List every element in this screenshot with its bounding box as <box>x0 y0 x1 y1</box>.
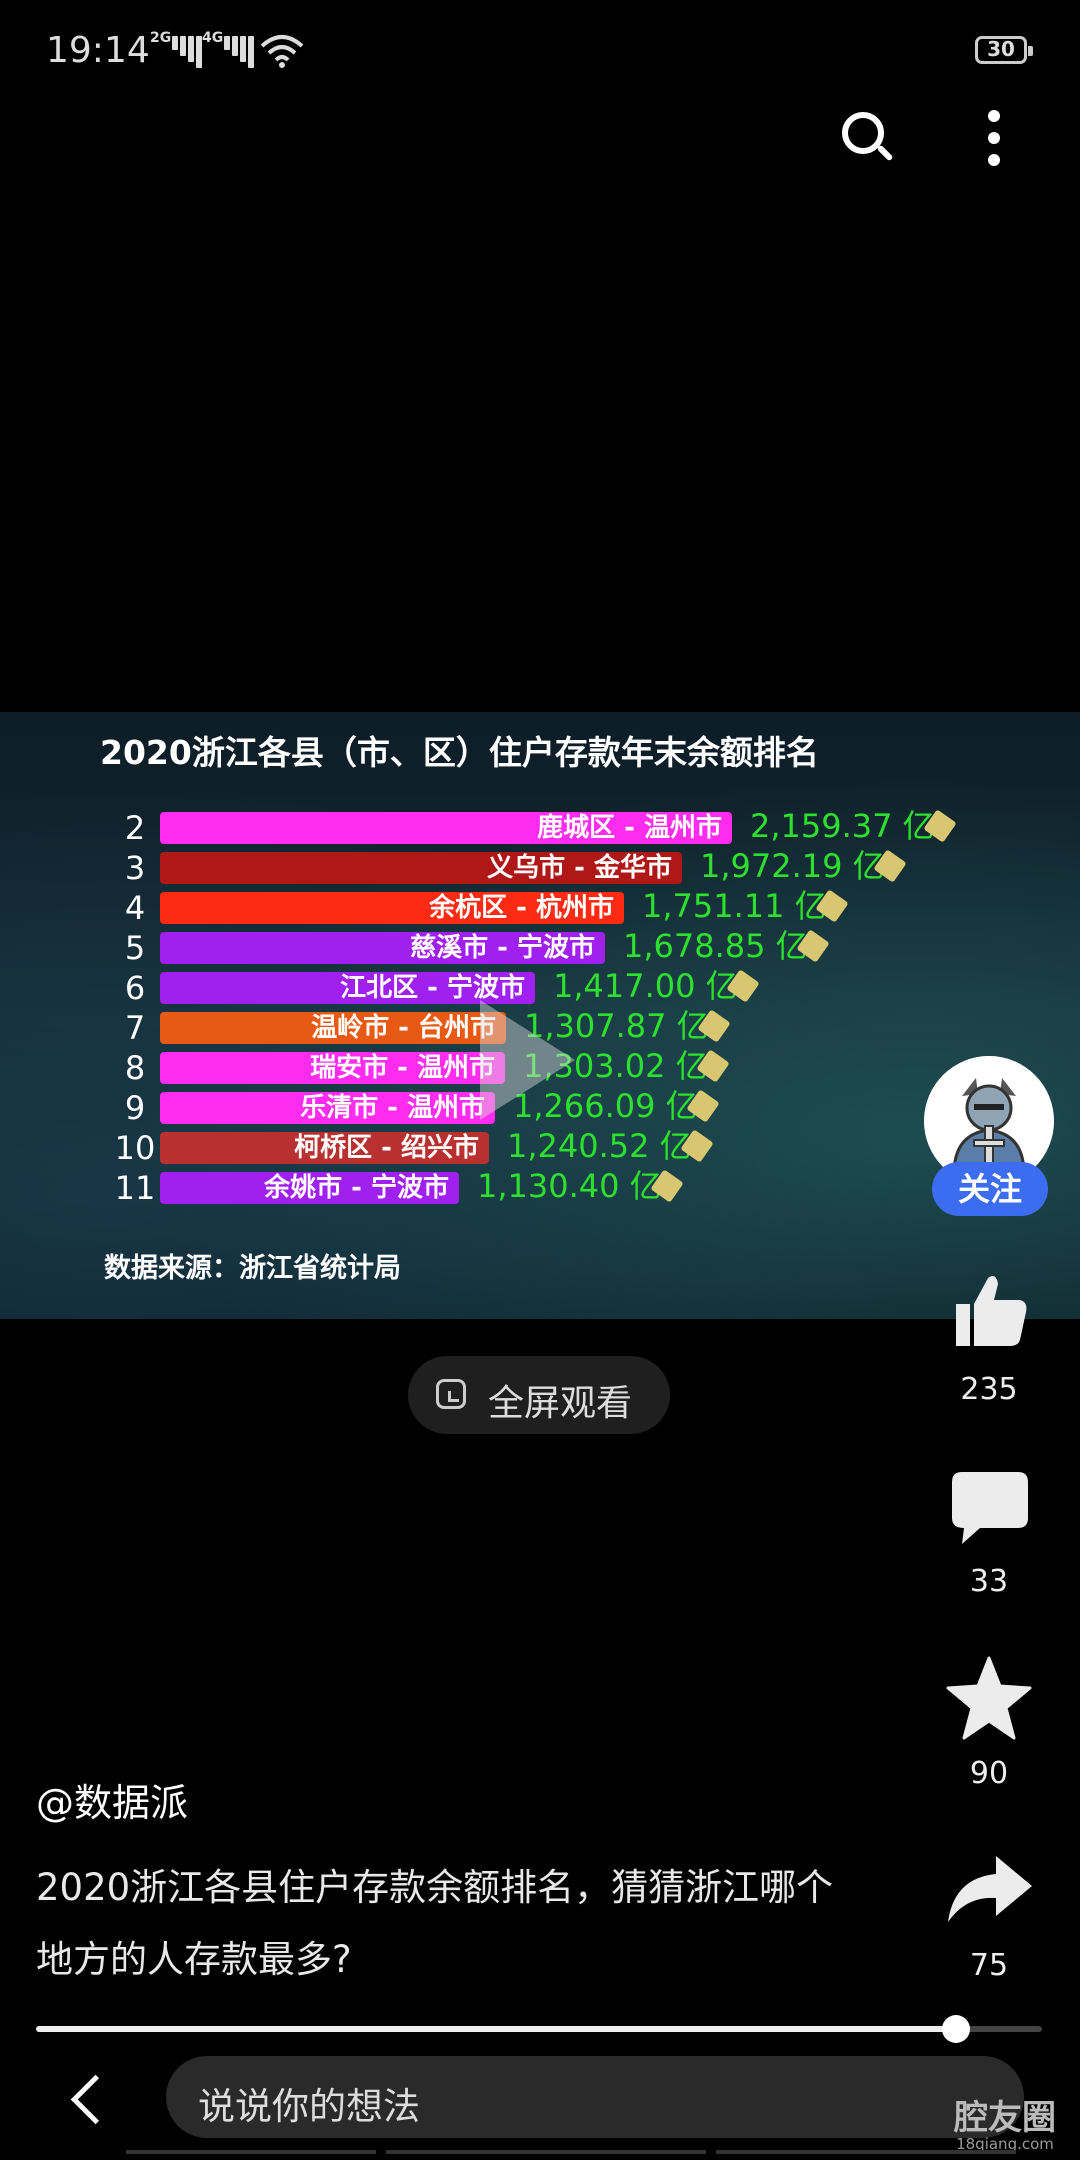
progress-knob[interactable] <box>942 2015 970 2043</box>
rank-label: 9 <box>124 1089 146 1127</box>
chart-bar: 义乌市 - 金华市 <box>160 852 682 884</box>
status-time: 19:14 <box>46 30 150 71</box>
rank-label: 7 <box>124 1009 146 1047</box>
chart-bar: 温岭市 - 台州市 <box>160 1012 506 1044</box>
video-player[interactable]: 2020浙江各县（市、区）住户存款年末余额排名 2 鹿城区 - 温州市 2,159.… <box>0 712 1080 1319</box>
bar-value: 1,130.40 亿 <box>477 1167 662 1205</box>
chart-bar: 鹿城区 - 温州市 <box>160 812 732 844</box>
like-icon[interactable] <box>950 1270 1030 1350</box>
comment-placeholder: 说说你的想法 <box>198 2085 420 2128</box>
more-options-icon[interactable] <box>988 110 1000 166</box>
rank-label: 5 <box>124 929 146 967</box>
star-icon[interactable] <box>946 1656 1032 1740</box>
chart-bar: 余杭区 - 杭州市 <box>160 892 624 924</box>
bar-value: 1,307.87 亿 <box>524 1007 709 1045</box>
signal-4g-icon: 4G <box>202 30 254 68</box>
author-name[interactable]: @数据派 <box>36 1781 189 1825</box>
bar-value: 1,417.00 亿 <box>553 967 738 1005</box>
chart-bar: 余姚市 - 宁波市 <box>160 1172 459 1204</box>
rank-label: 4 <box>124 889 146 927</box>
chart-source: 数据来源：浙江省统计局 <box>104 1253 401 1284</box>
watermark: 腔友圈 18qiang.com <box>954 2098 1056 2153</box>
comment-icon[interactable] <box>950 1470 1030 1546</box>
rank-label: 11 <box>114 1169 156 1207</box>
bar-label: 乐清市 - 温州市 <box>300 1093 485 1123</box>
knight-avatar-icon <box>924 1056 1054 1186</box>
bar-value: 1,678.85 亿 <box>623 927 808 965</box>
chart-bar: 乐清市 - 温州市 <box>160 1092 495 1124</box>
chart-bar: 慈溪市 - 宁波市 <box>160 932 605 964</box>
share-count: 75 <box>969 1948 1009 1983</box>
bar-value: 2,159.37 亿 <box>750 807 935 845</box>
bar-label: 义乌市 - 金华市 <box>487 853 672 883</box>
bar-label: 鹿城区 - 温州市 <box>537 813 722 843</box>
rank-label: 6 <box>124 969 146 1007</box>
favorite-count: 90 <box>969 1756 1009 1791</box>
bar-value: 1,751.11 亿 <box>642 887 827 925</box>
bar-label: 瑞安市 - 温州市 <box>310 1053 495 1083</box>
signal-2g-icon: 2G <box>150 30 202 68</box>
bottom-divider <box>126 2150 1026 2154</box>
rank-label: 2 <box>124 809 146 847</box>
wifi-icon <box>260 35 304 68</box>
rank-label: 10 <box>114 1129 156 1167</box>
search-icon[interactable] <box>842 112 884 154</box>
bar-label: 慈溪市 - 宁波市 <box>410 933 595 963</box>
video-progress-bar[interactable] <box>36 2015 1042 2043</box>
comment-input[interactable]: 说说你的想法 <box>166 2056 1024 2138</box>
fullscreen-button[interactable]: 全屏观看 <box>408 1356 670 1434</box>
play-icon[interactable] <box>480 1000 575 1120</box>
like-count: 235 <box>960 1372 1018 1407</box>
bar-label: 余姚市 - 宁波市 <box>264 1173 449 1203</box>
follow-button[interactable]: 关注 <box>932 1162 1048 1216</box>
comment-count: 33 <box>969 1564 1009 1599</box>
bar-value: 1,266.09 亿 <box>513 1087 698 1125</box>
fullscreen-label: 全屏观看 <box>488 1383 633 1424</box>
bar-label: 柯桥区 - 绍兴市 <box>294 1133 479 1163</box>
chart-bar: 瑞安市 - 温州市 <box>160 1052 505 1084</box>
bar-value: 1,240.52 亿 <box>507 1127 692 1165</box>
rank-label: 8 <box>124 1049 146 1087</box>
chart-bar: 江北区 - 宁波市 <box>160 972 535 1004</box>
post-description: 2020浙江各县住户存款余额排名，猜猜浙江哪个地方的人存款最多? <box>36 1866 834 1981</box>
bar-label: 温岭市 - 台州市 <box>311 1013 496 1043</box>
rank-label: 3 <box>124 849 146 887</box>
back-button[interactable] <box>60 2074 108 2122</box>
chart-title: 2020浙江各县（市、区）住户存款年末余额排名 <box>100 733 819 772</box>
bar-label: 余杭区 - 杭州市 <box>429 893 614 923</box>
bar-value: 1,303.02 亿 <box>523 1047 708 1085</box>
progress-fill <box>36 2026 956 2032</box>
chart-bar: 柯桥区 - 绍兴市 <box>160 1132 489 1164</box>
share-icon[interactable] <box>946 1854 1034 1924</box>
fullscreen-icon <box>436 1379 466 1409</box>
battery-icon: 30 <box>975 36 1033 64</box>
bar-value: 1,972.19 亿 <box>700 847 885 885</box>
bar-label: 江北区 - 宁波市 <box>340 973 525 1003</box>
